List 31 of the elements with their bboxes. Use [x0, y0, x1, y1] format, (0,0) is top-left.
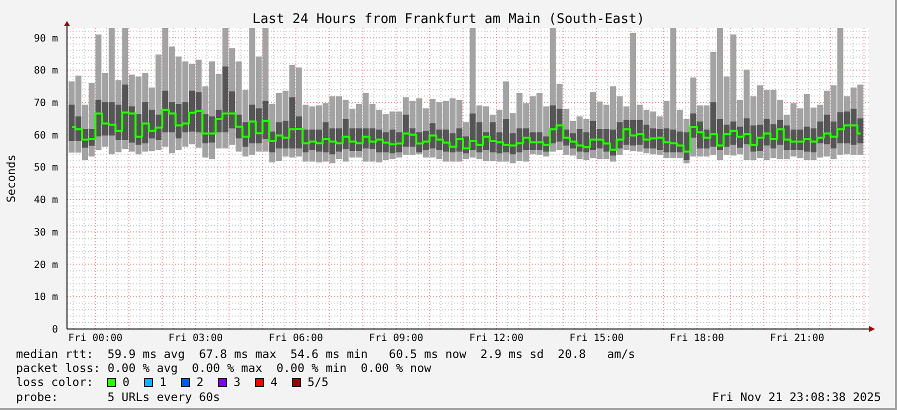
y-tick-label: 40 m	[34, 195, 58, 206]
chart-title: Last 24 Hours from Frankfurt am Main (South-East)	[251, 11, 646, 28]
y-tick-label: 10 m	[34, 292, 58, 304]
y-tick-label: 0	[52, 324, 58, 336]
legend-title: loss color:	[16, 375, 94, 390]
legend-label: 5/5	[307, 375, 329, 390]
y-tick-label: 60 m	[34, 130, 58, 142]
x-tick-label: Fri 12:00	[469, 333, 524, 344]
legend-label: 4	[270, 375, 278, 390]
y-axis-title: Seconds	[4, 154, 18, 203]
text: median rtt: 59.9 ms avg 67.8 ms max 54.6 ms min 60.5 ms now 2.9 ms sd 20.8 am/s	[16, 347, 636, 362]
x-tick-label: Fri 00:00	[68, 333, 122, 344]
text: Fri Nov 21 23:08:38 2025	[712, 390, 881, 404]
x-tick-label: Fri 06:00	[268, 333, 323, 344]
y-tick-label: 30 m	[34, 227, 58, 238]
y-tick-label: 90 m	[34, 33, 58, 44]
text: probe: 5 URLs every 60s	[16, 390, 220, 404]
x-tick-label: Fri 21:00	[770, 333, 824, 344]
y-tick-label: 80 m	[34, 66, 58, 77]
y-tick-label: 20 m	[34, 260, 58, 271]
legend-label: 3	[233, 375, 241, 390]
x-tick-label: Fri 03:00	[168, 333, 223, 344]
x-tick-label: Fri 15:00	[570, 333, 624, 344]
legend-label: 0	[122, 375, 130, 390]
x-tick-label: Fri 18:00	[670, 333, 724, 344]
y-tick-label: 50 m	[34, 162, 58, 174]
legend-label: 2	[196, 375, 204, 390]
y-tick-label: 70 m	[34, 98, 58, 109]
x-tick-label: Fri 09:00	[369, 333, 424, 344]
legend-label: 1	[159, 375, 167, 390]
text: packet loss: 0.00 % avg 0.00 % max 0.00 % min 0.00 % now	[16, 361, 432, 376]
